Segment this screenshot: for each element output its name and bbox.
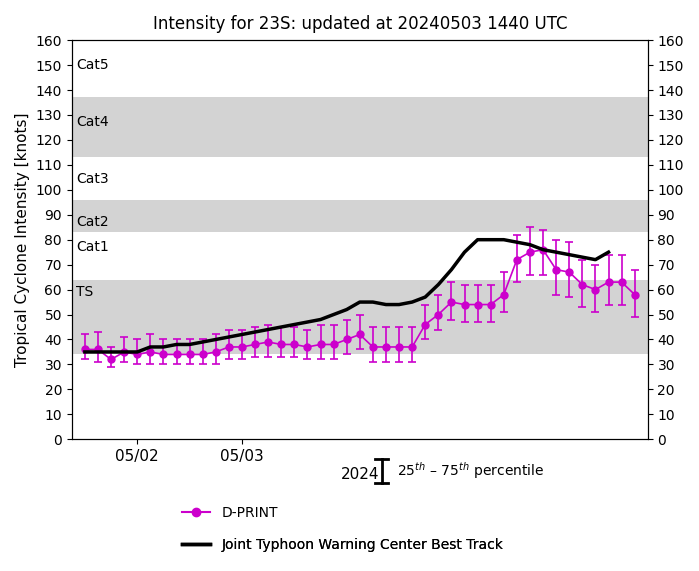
Bar [72, 232, 648, 280]
Title: Intensity for 23S: updated at 20240503 1440 UTC: Intensity for 23S: updated at 20240503 1… [152, 15, 567, 33]
X-axis label: 2024: 2024 [340, 467, 379, 482]
Text: Cat4: Cat4 [76, 115, 109, 129]
Legend: Joint Typhoon Warning Center Best Track: Joint Typhoon Warning Center Best Track [182, 538, 503, 552]
Text: Cat3: Cat3 [76, 172, 109, 186]
Y-axis label: Tropical Cyclone Intensity [knots]: Tropical Cyclone Intensity [knots] [15, 112, 30, 367]
Text: Cat2: Cat2 [76, 215, 109, 229]
Bar [72, 280, 648, 355]
Text: TS: TS [76, 284, 94, 299]
Bar [72, 200, 648, 232]
Text: Cat5: Cat5 [76, 58, 109, 71]
Text: 25$^{th}$ – 75$^{th}$ percentile: 25$^{th}$ – 75$^{th}$ percentile [397, 460, 545, 481]
Text: Cat1: Cat1 [76, 240, 109, 254]
Bar [72, 158, 648, 200]
Bar [72, 98, 648, 158]
Bar [72, 40, 648, 98]
